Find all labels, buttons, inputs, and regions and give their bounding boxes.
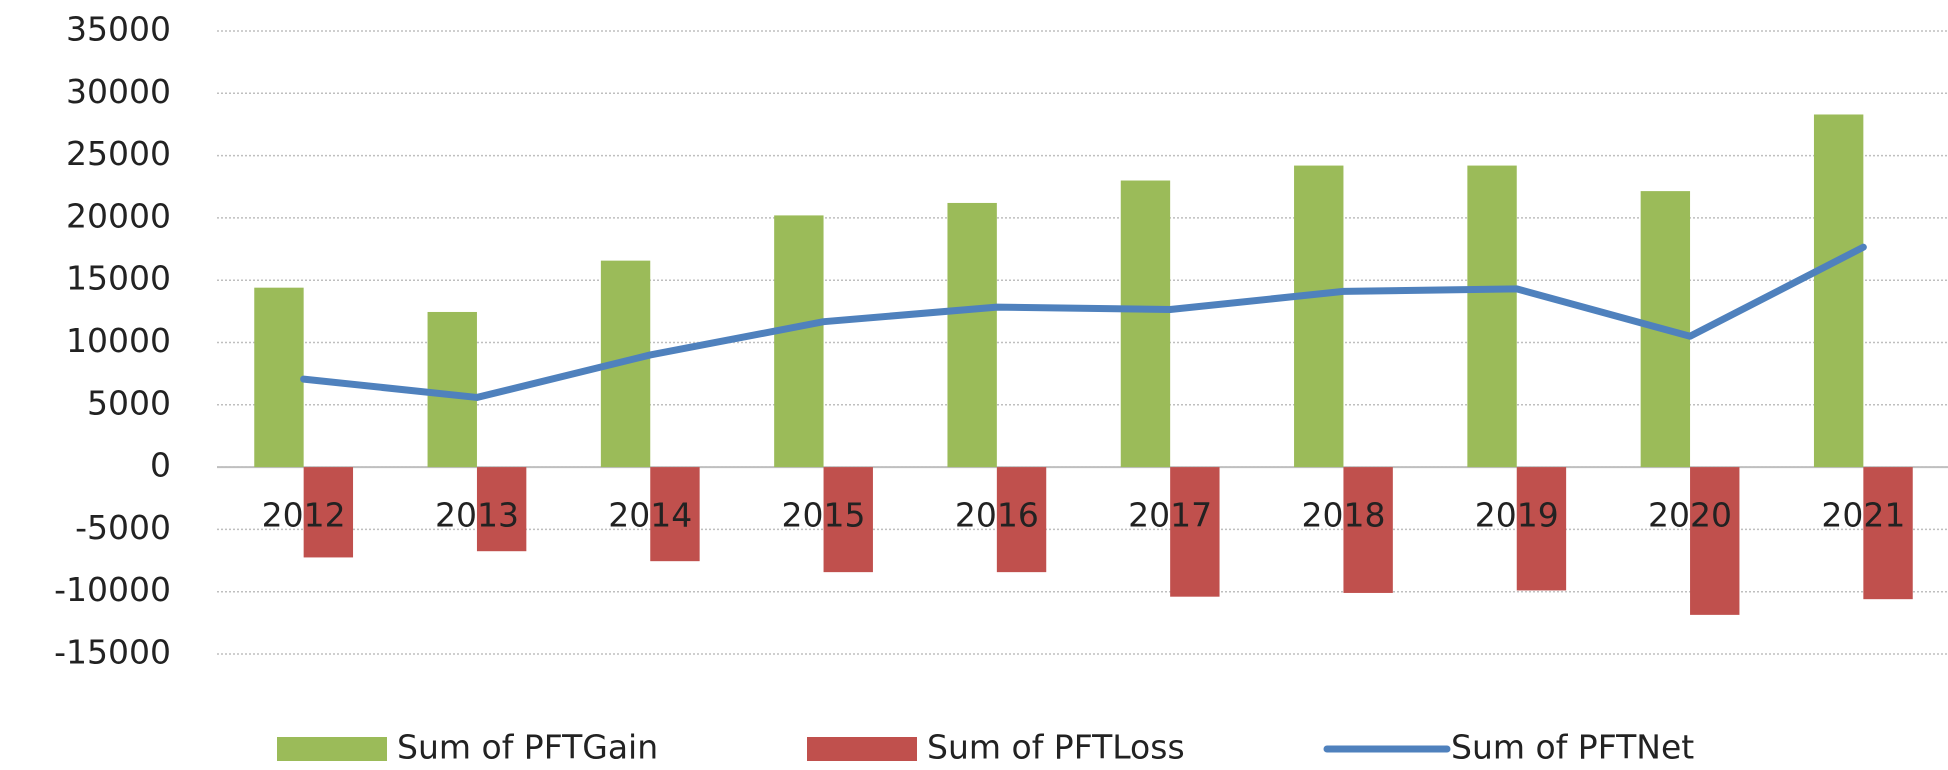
bar: [823, 467, 873, 573]
x-tick-label: 2012: [262, 496, 346, 535]
bar: [650, 467, 700, 562]
x-tick-label: 2014: [608, 496, 692, 535]
x-tick-label: 2018: [1301, 496, 1385, 535]
bar: [1343, 467, 1393, 593]
bar: [1170, 467, 1220, 597]
bar: [476, 467, 527, 552]
bar: [996, 467, 1047, 573]
y-tick-label: 15000: [66, 259, 171, 298]
bar: [1516, 467, 1567, 591]
bar: [1813, 114, 1864, 468]
legend-swatch: [277, 737, 387, 761]
x-tick-label: 2013: [435, 496, 519, 535]
bar: [254, 287, 304, 468]
y-tick-label: 20000: [66, 196, 171, 235]
bar: [1690, 467, 1740, 615]
legend-label: Sum of PFTNet: [1451, 728, 1694, 767]
bar: [1120, 180, 1171, 468]
y-tick-label: 35000: [66, 10, 171, 49]
bar: [1863, 467, 1913, 600]
bar: [947, 202, 997, 468]
x-tick-label: 2020: [1648, 496, 1732, 535]
bar: [1467, 165, 1517, 468]
bar: [303, 467, 354, 558]
legend-label: Sum of PFTLoss: [927, 728, 1185, 767]
y-tick-label: -15000: [54, 633, 171, 672]
x-tick-label: 2017: [1128, 496, 1212, 535]
y-tick-label: -5000: [75, 508, 171, 547]
line: [300, 243, 1867, 401]
x-tick-label: 2015: [782, 496, 866, 535]
legend-label: Sum of PFTGain: [397, 728, 658, 767]
x-tick-label: 2019: [1475, 496, 1559, 535]
legend-swatch: [807, 737, 917, 761]
bar: [427, 311, 477, 468]
y-tick-label: 0: [150, 446, 171, 485]
y-tick-label: 10000: [66, 321, 171, 360]
bar: [1294, 165, 1344, 468]
bar: [774, 215, 824, 468]
y-tick-label: 5000: [87, 383, 171, 422]
y-tick-label: 25000: [66, 134, 171, 173]
x-tick-label: 2021: [1821, 496, 1905, 535]
y-tick-label: 30000: [66, 72, 171, 111]
x-tick-label: 2016: [955, 496, 1039, 535]
y-tick-label: -10000: [54, 570, 171, 609]
